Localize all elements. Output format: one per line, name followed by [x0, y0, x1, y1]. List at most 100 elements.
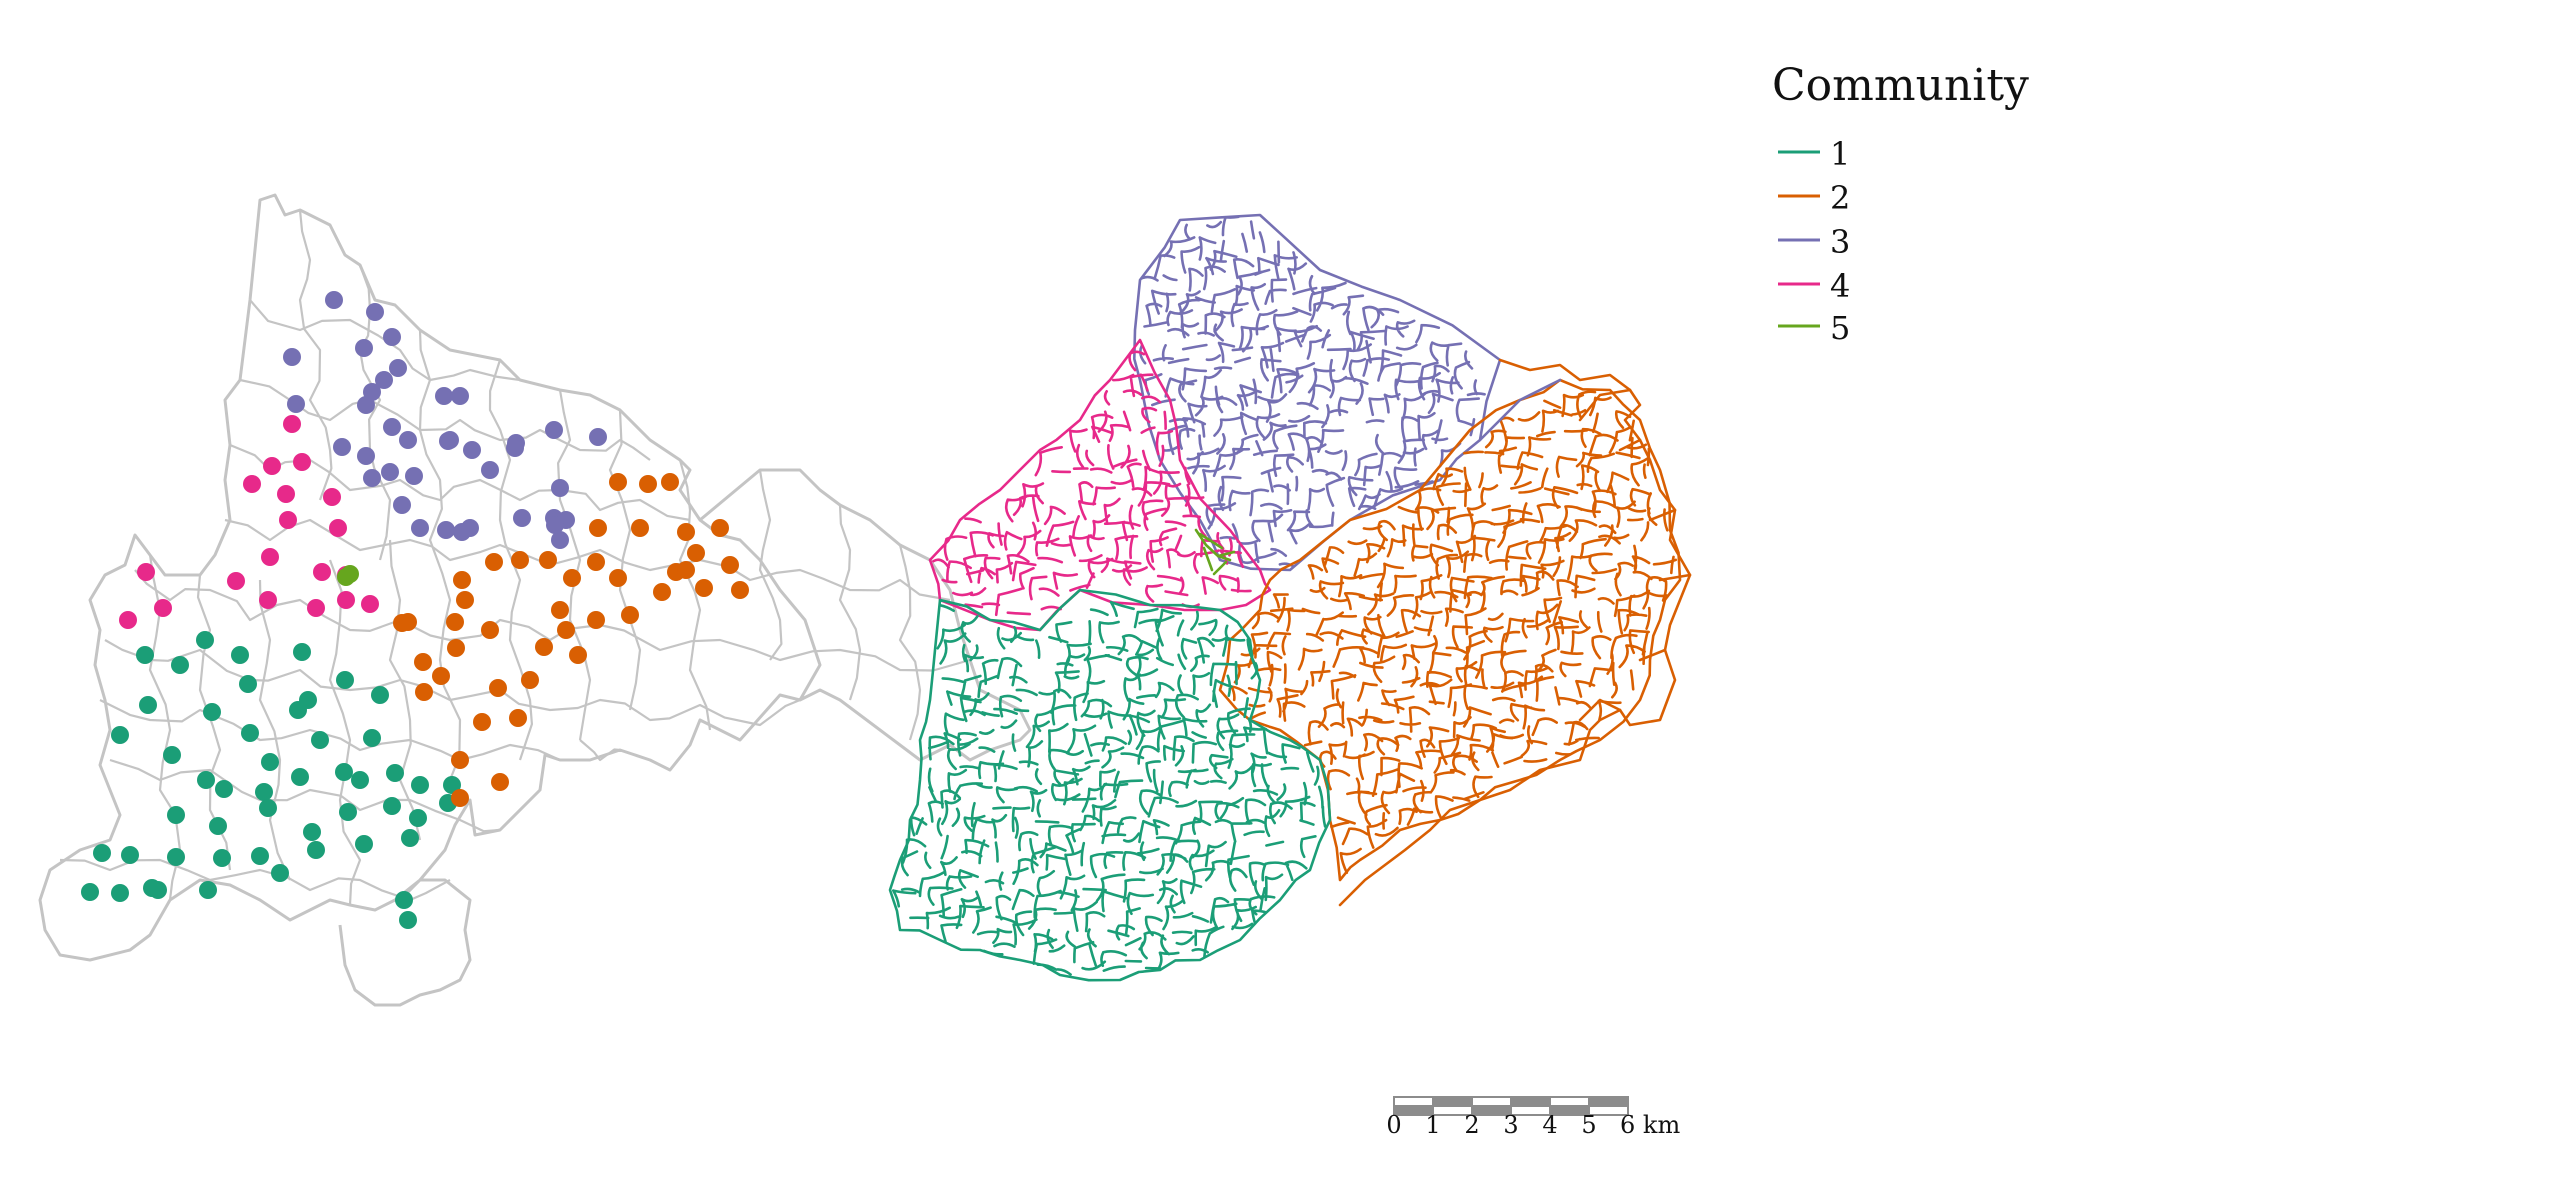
ward-point-map	[38, 193, 1032, 1007]
community-2-point	[473, 713, 491, 731]
community-1-point	[197, 771, 215, 789]
community-2-point	[399, 613, 417, 631]
scale-bar-segment-top	[1393, 1096, 1434, 1107]
community-3-point	[437, 521, 455, 539]
community-1-roads	[888, 588, 1332, 982]
community-2-road-east	[1338, 358, 1692, 907]
community-2-point	[456, 591, 474, 609]
community-2-point	[587, 553, 605, 571]
ward-boundary	[557, 389, 592, 741]
community-2-point	[485, 553, 503, 571]
community-1-point	[261, 753, 279, 771]
community-1-road-perimeter	[888, 588, 1332, 982]
scale-bar-segment-top	[1471, 1096, 1512, 1107]
community-3-point	[545, 421, 563, 439]
community-1-point	[81, 883, 99, 901]
ward-boundary	[249, 299, 521, 382]
scale-label-6: 6 km	[1620, 1111, 1680, 1139]
community-3-point	[551, 479, 569, 497]
community-1-point	[443, 776, 461, 794]
scale-label-0: 0	[1386, 1111, 1401, 1139]
community-1-point	[213, 849, 231, 867]
community-3-point	[451, 387, 469, 405]
community-2-roads	[1218, 378, 1682, 882]
community-4-point	[154, 599, 172, 617]
community-1-point	[209, 817, 227, 835]
ward-boundary	[99, 699, 561, 762]
community-1-point	[307, 841, 325, 859]
ward-boundary	[838, 504, 862, 701]
community-4-point	[137, 563, 155, 581]
community-points	[81, 291, 749, 929]
community-2-point	[711, 519, 729, 537]
community-3-point	[287, 395, 305, 413]
community-1-point	[371, 686, 389, 704]
community-2-point	[414, 653, 432, 671]
scale-bar-segment-top	[1549, 1096, 1590, 1107]
street-network-map	[888, 213, 1692, 982]
community-3-point	[375, 371, 393, 389]
community-4-road-perimeter	[928, 338, 1272, 632]
community-2-point	[453, 571, 471, 589]
community-2-point	[481, 621, 499, 639]
legend-label-2: 2	[1830, 179, 1850, 217]
community-3-point	[546, 516, 564, 534]
community-4-point	[279, 511, 297, 529]
community-1-point	[303, 823, 321, 841]
ward-boundary	[59, 858, 451, 902]
scale-bar-segment-top	[1588, 1096, 1629, 1107]
community-1-point	[241, 724, 259, 742]
community-2-point	[563, 569, 581, 587]
community-2-point	[587, 611, 605, 629]
community-1-point	[196, 631, 214, 649]
community-2-point	[639, 475, 657, 493]
community-3-point	[463, 441, 481, 459]
community-1-point	[386, 764, 404, 782]
community-1-point	[163, 746, 181, 764]
community-1-point	[199, 881, 217, 899]
community-4-point	[227, 572, 245, 590]
community-3-road-link	[1478, 378, 1562, 442]
ward-boundary	[109, 758, 501, 833]
community-1-point	[409, 809, 427, 827]
community-1-point	[335, 763, 353, 781]
community-1-point	[93, 844, 111, 862]
scale-label-1: 1	[1425, 1111, 1440, 1139]
community-3-point	[589, 428, 607, 446]
community-1-point	[255, 783, 273, 801]
region-outline	[38, 193, 1032, 1007]
community-5-point	[341, 565, 359, 583]
community-1-point	[171, 656, 189, 674]
community-3-point	[513, 509, 531, 527]
community-2-point	[687, 544, 705, 562]
community-1-point	[203, 703, 221, 721]
community-5-road	[1194, 528, 1236, 576]
community-1-point	[363, 729, 381, 747]
community-2-point	[677, 523, 695, 541]
community-2-point	[631, 519, 649, 537]
scale-bar-segment-bottom	[1588, 1105, 1629, 1116]
community-4-point	[337, 591, 355, 609]
ward-boundary	[579, 739, 621, 762]
ward-boundary	[239, 378, 651, 461]
community-2-point	[535, 638, 553, 656]
community-2-road-perimeter	[1218, 378, 1682, 882]
community-2-point	[511, 551, 529, 569]
community-2-road-outer	[1338, 358, 1692, 907]
community-4-point	[119, 611, 137, 629]
community-2-point	[447, 639, 465, 657]
community-1-point	[291, 768, 309, 786]
community-4-point	[259, 591, 277, 609]
community-4-point	[261, 548, 279, 566]
community-1-point	[399, 911, 417, 929]
community-3-point	[435, 387, 453, 405]
community-1-point	[299, 691, 317, 709]
community-3-point	[551, 531, 569, 549]
community-4-point	[313, 563, 331, 581]
community-2-point	[539, 551, 557, 569]
community-1-point	[167, 806, 185, 824]
community-2-point	[589, 519, 607, 537]
community-2-road-spurs	[1578, 388, 1692, 722]
community-3-point	[481, 461, 499, 479]
